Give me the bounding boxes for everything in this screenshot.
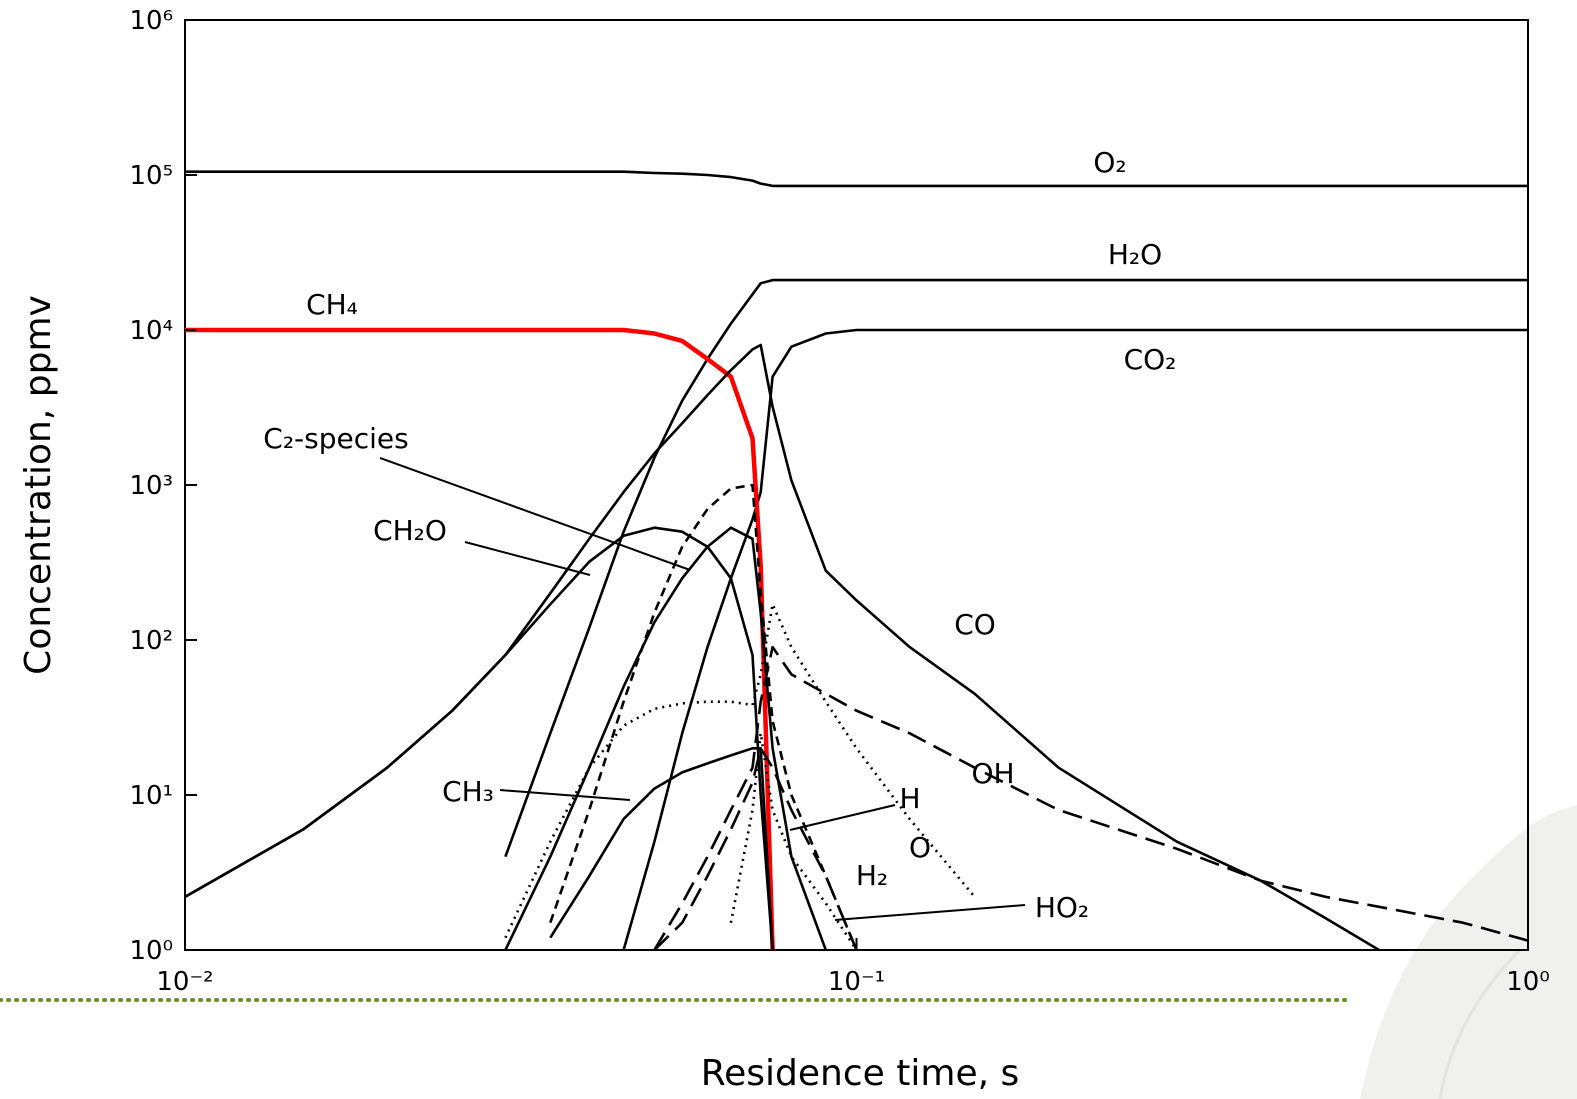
x-tick-label: 10⁻¹ — [828, 967, 885, 997]
leader-line — [464, 541, 591, 576]
series-line — [549, 747, 774, 950]
series-label: H — [899, 782, 920, 815]
y-axis-label: Concentration, ppmv — [18, 295, 59, 675]
x-axis-label: Residence time, s — [701, 1053, 1019, 1094]
series-label: CO — [954, 608, 996, 641]
series-line — [504, 603, 976, 939]
decor-leaf-vein — [1438, 948, 1522, 1099]
series-line — [185, 343, 1380, 950]
series-label: H₂O — [1108, 238, 1162, 271]
series-label: HO₂ — [1035, 891, 1089, 924]
series-line — [653, 747, 858, 950]
series-line — [185, 526, 774, 950]
series-label: OH — [971, 757, 1014, 790]
x-tick-label: 10⁰ — [1506, 967, 1550, 997]
leader-line — [499, 789, 631, 801]
y-tick-label: 10⁶ — [129, 6, 173, 36]
series-line — [653, 645, 1528, 950]
series-label: CH₂O — [373, 514, 447, 547]
series-line — [622, 328, 1528, 950]
leader-line — [834, 904, 1026, 921]
plot-frame — [184, 19, 1529, 951]
series-line — [549, 483, 858, 950]
series-label: C₂-species — [263, 422, 408, 455]
series-label: CO₂ — [1124, 343, 1177, 376]
y-tick-label: 10⁴ — [129, 316, 173, 346]
series-label: CH₃ — [442, 775, 494, 808]
y-tick-label: 10² — [129, 626, 173, 656]
decor-leaf — [1360, 805, 1577, 1099]
lines — [185, 170, 1528, 950]
series-line — [729, 732, 858, 950]
series-label: O — [909, 831, 931, 864]
series-label: O₂ — [1093, 146, 1126, 179]
y-tick-label: 10⁵ — [129, 161, 173, 191]
series-line — [185, 327, 775, 950]
y-tick-label: 10¹ — [129, 781, 173, 811]
y-tick-label: 10³ — [129, 471, 173, 501]
leader-line — [379, 457, 691, 571]
series-label: CH₄ — [306, 288, 358, 321]
series-line — [504, 278, 1528, 858]
series-line — [185, 170, 1528, 188]
y-tick-label: 10⁰ — [129, 936, 173, 966]
x-tick-label: 10⁻² — [156, 967, 213, 997]
series-label: H₂ — [856, 859, 888, 892]
leader-line — [789, 804, 896, 831]
